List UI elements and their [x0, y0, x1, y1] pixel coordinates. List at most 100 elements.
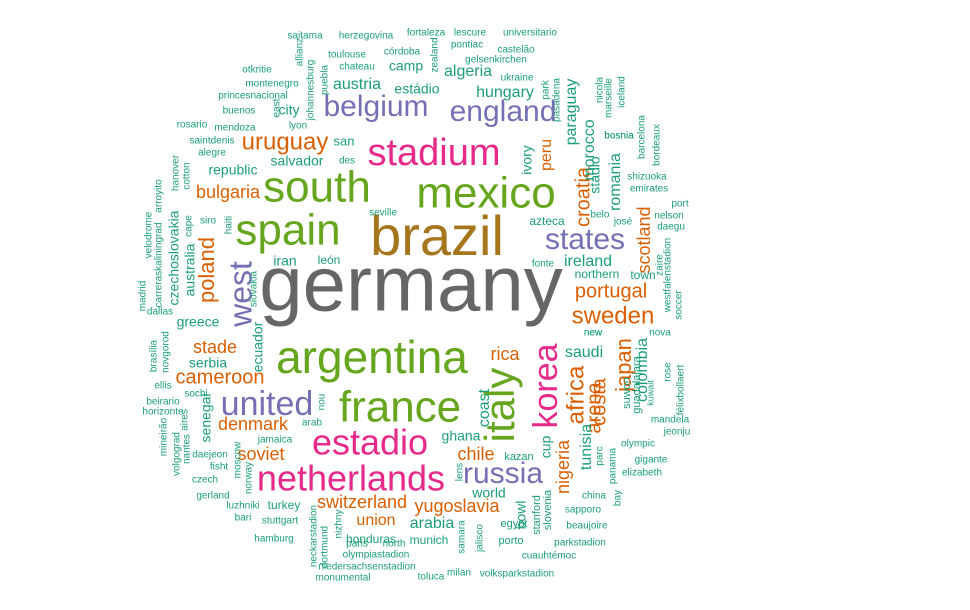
word-emirates: emirates [630, 184, 668, 195]
word-olympic: olympic [621, 439, 655, 450]
word-scotland: scotland [634, 206, 654, 273]
word-uruguay: uruguay [242, 128, 329, 155]
word-porto: porto [498, 535, 523, 547]
word-estádio: estádio [394, 81, 439, 97]
word-beaujoire: beaujoire [566, 521, 608, 532]
word-republic: republic [208, 162, 257, 178]
word-mexico: mexico [416, 169, 555, 218]
word-egypt: egypt [501, 518, 528, 530]
word-stade: stade [193, 337, 237, 357]
word-velodrome: velodrome [144, 211, 155, 258]
word-buenos: buenos [223, 106, 256, 117]
word-portugal: portugal [575, 280, 647, 302]
word-nicola: nicola [595, 77, 606, 104]
word-mandela: mandela [651, 415, 690, 426]
word-netherlands: netherlands [257, 458, 445, 499]
word-brazil: brazil [370, 204, 504, 267]
word-chateau: chateau [339, 62, 375, 73]
word-peru: peru [538, 139, 555, 171]
word-coast: coast [476, 388, 493, 427]
word-japan: japan [611, 338, 636, 393]
word-algeria: algeria [444, 63, 492, 80]
word-south: south [263, 163, 371, 212]
word-cuauhtémoc: cuauhtémoc [522, 551, 576, 562]
word-iran: iran [273, 253, 296, 269]
word-saudi: saudi [565, 344, 603, 361]
word-slovenia: slovenia [542, 489, 554, 530]
word-saintdenis: saintdenis [189, 136, 234, 147]
word-romania: romania [607, 153, 624, 211]
word-cameroon: cameroon [176, 366, 265, 388]
word-madrid: madrid [138, 281, 149, 312]
word-félixbollaert: félixbollaert [676, 364, 687, 415]
word-otkritie: otkritie [242, 65, 272, 76]
word-suwon: suwon [621, 377, 633, 409]
word-zealand: zealand [430, 37, 441, 72]
word-neckarstadion: neckarstadion [309, 505, 320, 567]
word-ellis: ellis [154, 381, 171, 392]
word-dallas: dallas [147, 307, 173, 318]
word-allianz: allianz [295, 38, 306, 66]
word-josé: josé [613, 217, 633, 228]
word-mendoza: mendoza [214, 123, 256, 134]
word-town: town [630, 268, 655, 282]
word-león: león [318, 253, 341, 267]
word-azteca: azteca [529, 214, 565, 228]
word-kazan: kazan [504, 451, 533, 463]
word-arena: arena [583, 382, 605, 434]
word-denmark: denmark [218, 414, 289, 434]
word-stanford: stanford [531, 495, 543, 535]
word-toulouse: toulouse [328, 50, 366, 61]
word-pasadena: pasadena [552, 78, 563, 122]
word-carreraskaliningrad: carreraskaliningrad [154, 222, 165, 307]
word-germany: germany [259, 240, 562, 328]
word-paris: paris [346, 539, 368, 550]
word-gigante: gigante [635, 455, 668, 466]
word-córdoba: córdoba [384, 47, 421, 58]
word-arroyito: arroyito [154, 179, 165, 213]
word-nigeria: nigeria [553, 439, 573, 494]
word-ghana: ghana [442, 428, 481, 444]
word-africa: africa [562, 365, 589, 424]
word-sweden: sweden [572, 302, 655, 329]
word-czechoslovakia: czechoslovakia [166, 210, 182, 305]
word-monumental: monumental [315, 573, 370, 584]
word-england: england [450, 95, 557, 128]
word-luzhniki: luzhniki [226, 501, 259, 512]
word-stuttgart: stuttgart [262, 516, 298, 527]
word-united: united [221, 385, 314, 423]
word-fonte: fonte [532, 259, 555, 270]
word-croatia: croatia [572, 166, 594, 227]
word-nantes: nantes [182, 434, 193, 464]
word-herzegovina: herzegovina [339, 31, 394, 42]
word-senegal: senegal [198, 393, 214, 442]
word-parc: parc [595, 446, 606, 465]
word-belgium: belgium [323, 90, 428, 123]
word-switzerland: switzerland [317, 492, 407, 512]
word-bay: bay [613, 490, 624, 506]
word-parkstadion: parkstadion [554, 538, 606, 549]
word-china: china [582, 491, 606, 502]
word-sochi: sochi [184, 389, 207, 400]
word-san: san [334, 133, 355, 148]
word-barcelona: barcelona [637, 115, 648, 159]
word-slovakia: slovakia [249, 271, 260, 308]
word-seville: seville [369, 208, 397, 219]
word-honduras: honduras [346, 532, 396, 546]
word-cape: cape [184, 215, 195, 237]
word-nelson: nelson [654, 211, 683, 222]
word-moscow: moscow [233, 441, 244, 478]
word-bulgaria: bulgaria [196, 182, 261, 202]
word-zaire: zaire [655, 254, 666, 276]
word-ecuador: ecuador [250, 321, 266, 372]
word-paraguay: paraguay [563, 79, 580, 146]
word-sapporo: sapporo [565, 505, 602, 516]
word-rosario: rosario [177, 120, 208, 131]
word-beirario: beirario [146, 397, 180, 408]
word-tunisia: tunisia [578, 424, 595, 470]
word-fortaleza: fortaleza [407, 28, 446, 39]
word-shizuoka: shizuoka [627, 172, 667, 183]
word-munich: munich [410, 533, 449, 547]
